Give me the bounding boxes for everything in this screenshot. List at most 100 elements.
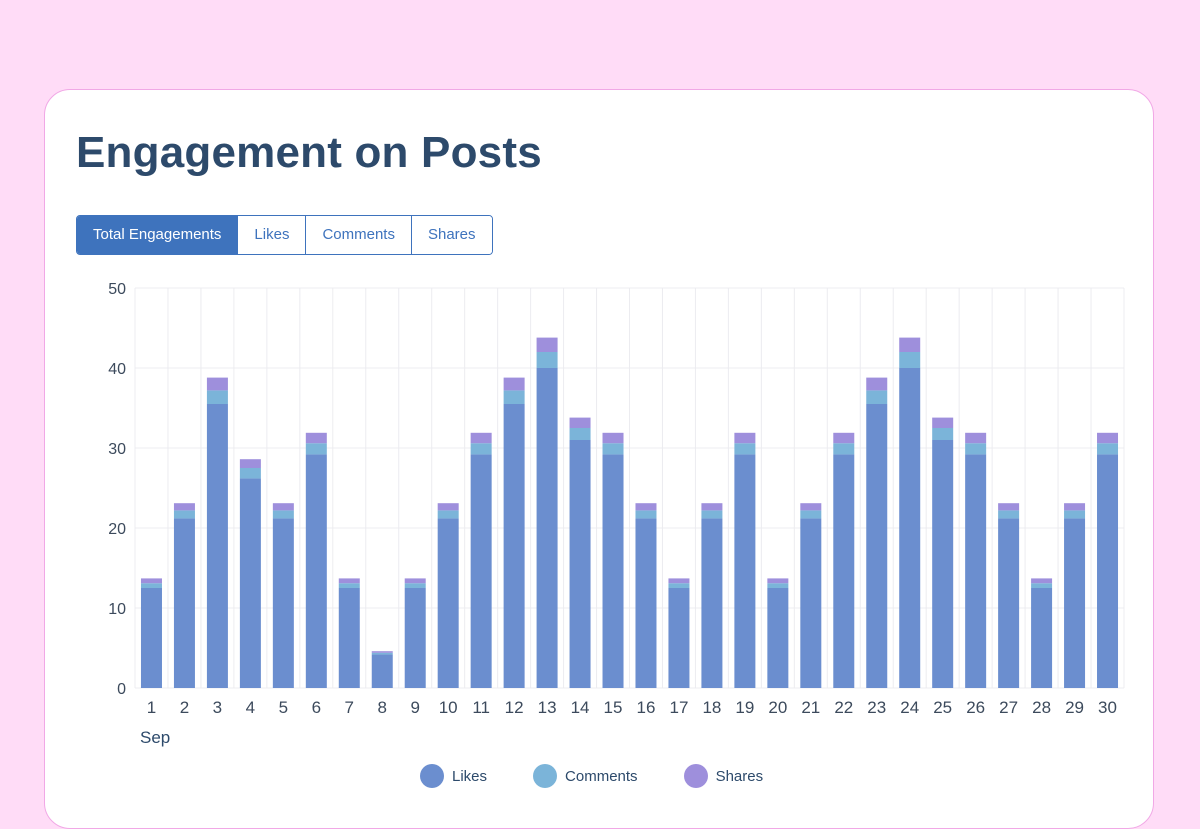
bar-comments [206, 390, 228, 404]
bar-shares [866, 377, 888, 391]
y-tick-label: 30 [108, 441, 126, 458]
bar-likes [371, 654, 393, 688]
bar-comments [800, 510, 822, 519]
bar-likes [569, 440, 591, 688]
bar-comments [338, 583, 360, 588]
bar-likes [701, 518, 723, 688]
bar-comments [272, 510, 294, 519]
bar-likes [1031, 588, 1053, 688]
x-tick-label: 25 [933, 698, 952, 717]
bar-shares [899, 337, 921, 352]
bar-shares [1097, 432, 1119, 444]
bar-likes [305, 454, 327, 688]
bar-shares [371, 651, 393, 653]
bar-shares [173, 503, 195, 511]
tab-total-engagements[interactable]: Total Engagements [77, 216, 239, 254]
x-tick-label: 18 [702, 698, 721, 717]
x-tick-label: 6 [312, 698, 321, 717]
bar-likes [800, 518, 822, 688]
legend-item-comments[interactable]: Comments [533, 764, 638, 788]
bar-comments [965, 443, 987, 455]
bar-shares [239, 459, 261, 468]
bar-shares [1064, 503, 1086, 511]
bar-likes [503, 404, 525, 688]
bar-likes [338, 588, 360, 688]
x-tick-label: 2 [180, 698, 189, 717]
bar-comments [173, 510, 195, 519]
legend-label-likes: Likes [452, 767, 488, 785]
legend-swatch-shares [683, 764, 708, 788]
bar-shares [800, 503, 822, 511]
bar-likes [1097, 454, 1119, 688]
x-tick-label: 1 [147, 698, 156, 717]
bar-shares [1031, 578, 1053, 584]
bar-comments [998, 510, 1020, 519]
bar-comments [371, 652, 393, 655]
bar-comments [437, 510, 459, 519]
bar-shares [602, 432, 624, 444]
tab-comments[interactable]: Comments [306, 216, 412, 254]
bar-likes [899, 368, 921, 688]
bar-shares [206, 377, 228, 391]
x-tick-label: 13 [538, 698, 557, 717]
x-axis-label: Sep [140, 728, 170, 747]
bar-shares [635, 503, 657, 511]
bar-shares [734, 432, 756, 444]
x-tick-label: 29 [1065, 698, 1084, 717]
bar-likes [272, 518, 294, 688]
x-tick-label: 17 [669, 698, 688, 717]
bar-comments [1031, 583, 1053, 588]
bar-likes [536, 368, 558, 688]
bar-shares [932, 417, 954, 428]
bar-comments [536, 352, 558, 368]
legend-item-likes[interactable]: Likes [420, 764, 487, 788]
x-tick-label: 26 [966, 698, 985, 717]
bar-shares [272, 503, 294, 511]
x-tick-label: 4 [246, 698, 255, 717]
y-tick-label: 10 [108, 601, 126, 618]
x-tick-label: 27 [999, 698, 1018, 717]
bar-shares [998, 503, 1020, 511]
bar-likes [734, 454, 756, 688]
bar-likes [668, 588, 690, 688]
legend-label-shares: Shares [715, 767, 764, 785]
legend-label-comments: Comments [565, 767, 638, 785]
bar-comments [635, 510, 657, 519]
bar-likes [1064, 518, 1086, 688]
bar-comments [569, 428, 591, 440]
x-tick-label: 12 [505, 698, 524, 717]
bar-shares [437, 503, 459, 511]
bar-likes [866, 404, 888, 688]
bar-comments [305, 443, 327, 455]
bar-likes [932, 440, 954, 688]
bar-shares [767, 578, 789, 584]
bar-shares [503, 377, 525, 391]
y-tick-label: 50 [108, 281, 126, 298]
page-title: Engagement on Posts [76, 128, 542, 177]
bar-comments [602, 443, 624, 455]
bar-likes [965, 454, 987, 688]
bar-comments [503, 390, 525, 404]
legend-swatch-comments [533, 764, 558, 788]
bar-shares [470, 432, 492, 444]
bar-shares [569, 417, 591, 428]
bar-likes [833, 454, 855, 688]
legend-item-shares[interactable]: Shares [683, 764, 764, 788]
bar-shares [305, 432, 327, 444]
x-tick-label: 22 [834, 698, 853, 717]
chart-legend: Likes Comments Shares [420, 762, 809, 790]
bar-comments [833, 443, 855, 455]
x-tick-label: 16 [637, 698, 656, 717]
x-tick-label: 11 [472, 698, 490, 717]
x-tick-label: 8 [378, 698, 387, 717]
bar-comments [239, 468, 261, 479]
bar-likes [998, 518, 1020, 688]
bar-shares [338, 578, 360, 584]
bar-likes [437, 518, 459, 688]
tab-shares[interactable]: Shares [411, 216, 492, 254]
bar-likes [404, 588, 426, 688]
tab-likes[interactable]: Likes [238, 216, 307, 254]
bar-comments [899, 352, 921, 368]
x-tick-label: 28 [1032, 698, 1051, 717]
bar-shares [833, 432, 855, 444]
